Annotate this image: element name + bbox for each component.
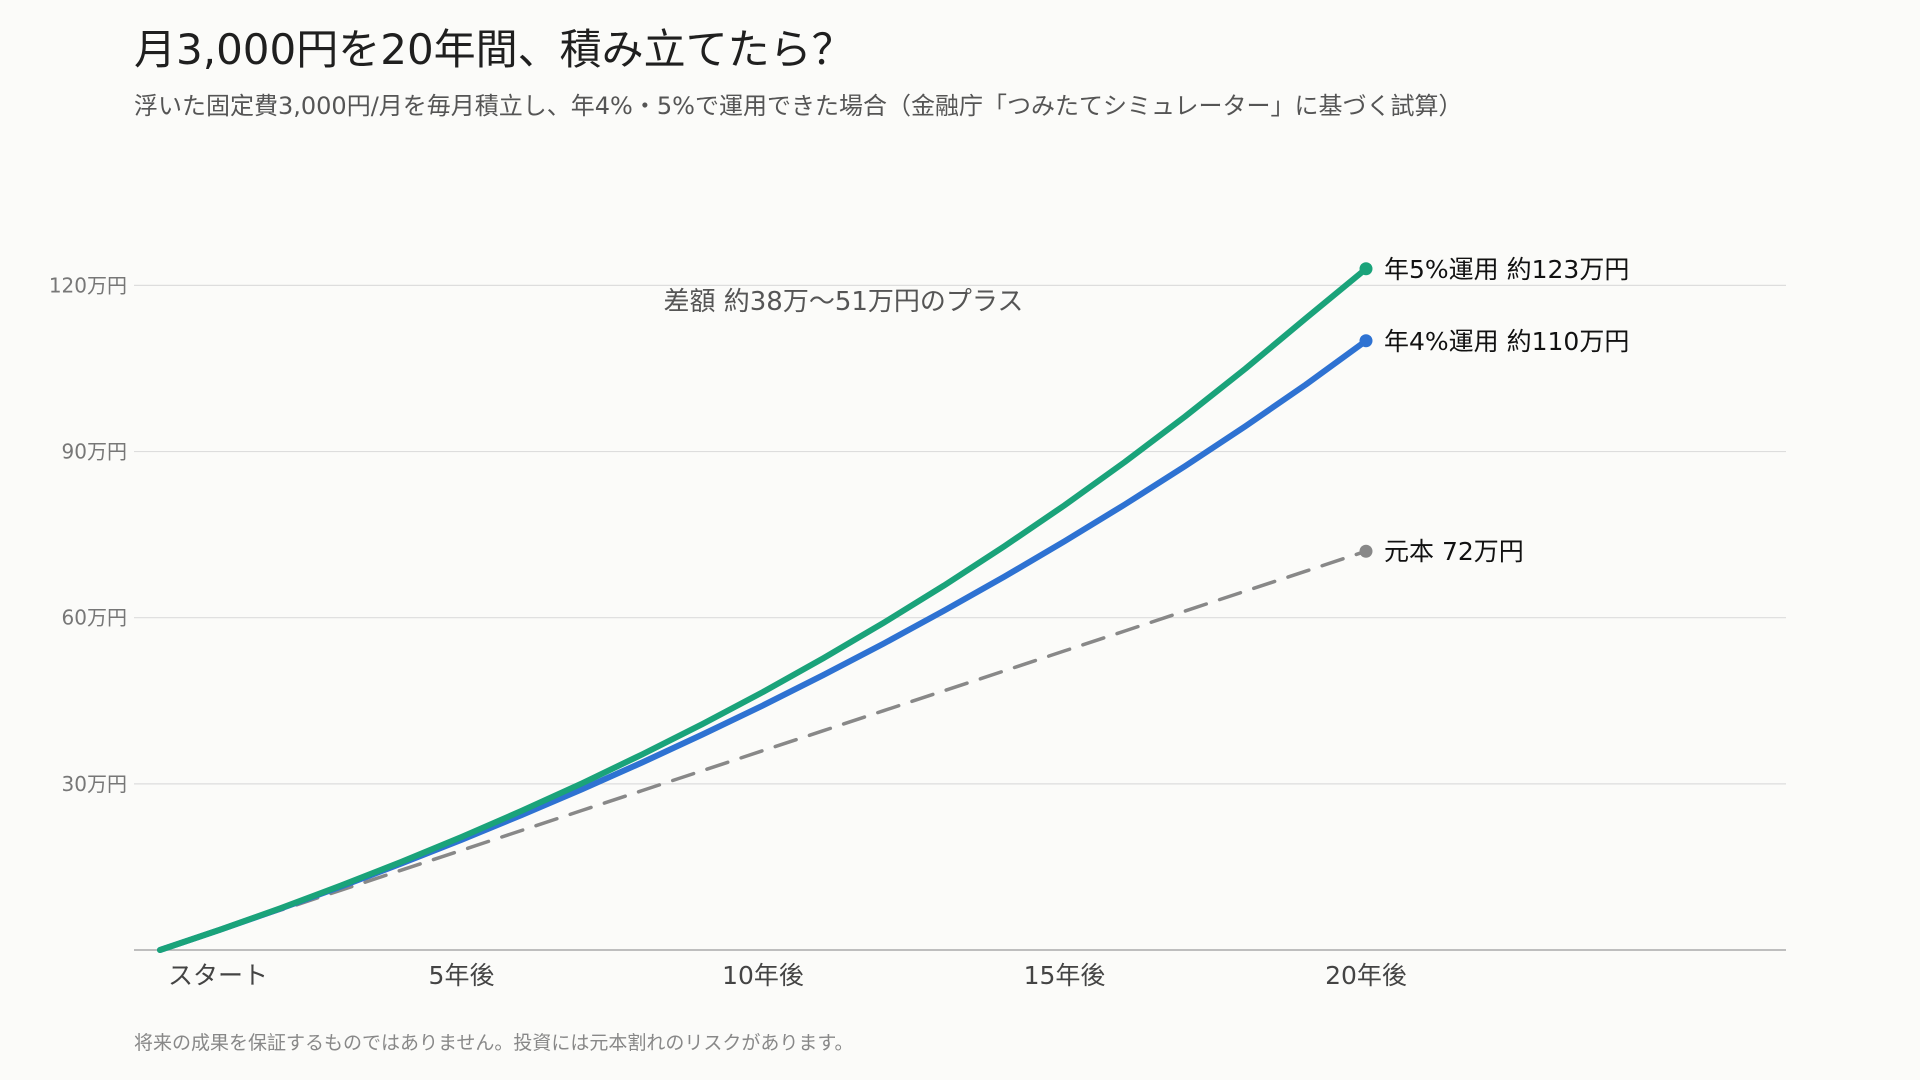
y-tick-label: 120万円	[49, 273, 127, 297]
y-tick-label: 60万円	[62, 606, 127, 630]
y-tick-label: 30万円	[62, 772, 127, 796]
series-endpoint-2	[1359, 544, 1373, 558]
y-tick-label: 90万円	[62, 440, 127, 464]
x-tick-label: 20年後	[1325, 961, 1407, 990]
series-end-label-2: 元本 72万円	[1384, 537, 1524, 566]
series-line-2	[158, 549, 1368, 952]
x-tick-label: 5年後	[429, 961, 495, 990]
x-tick-label: スタート	[168, 961, 268, 990]
series-endpoint-0	[1359, 262, 1373, 276]
chart-title: 月3,000円を20年間、積み立てたら？	[134, 25, 854, 74]
series-end-label-0: 年5%運用 約123万円	[1384, 255, 1629, 284]
series-end-label-1: 年4%運用 約110万円	[1384, 327, 1629, 356]
footnote: 将来の成果を保証するものではありません。投資には元本割れのリスクがあります。	[134, 1032, 854, 1054]
series-line-0	[157, 265, 1369, 953]
series-line-1	[157, 337, 1369, 953]
x-tick-label: 15年後	[1024, 961, 1106, 990]
chart-subtitle: 浮いた固定費3,000円/月を毎月積立し、年4%・5%で運用できた場合（金融庁「…	[134, 92, 1463, 120]
x-tick-label: 10年後	[722, 961, 804, 990]
chart-annotation: 差額 約38万〜51万円のプラス	[663, 287, 1023, 317]
series-endpoint-1	[1359, 334, 1373, 348]
